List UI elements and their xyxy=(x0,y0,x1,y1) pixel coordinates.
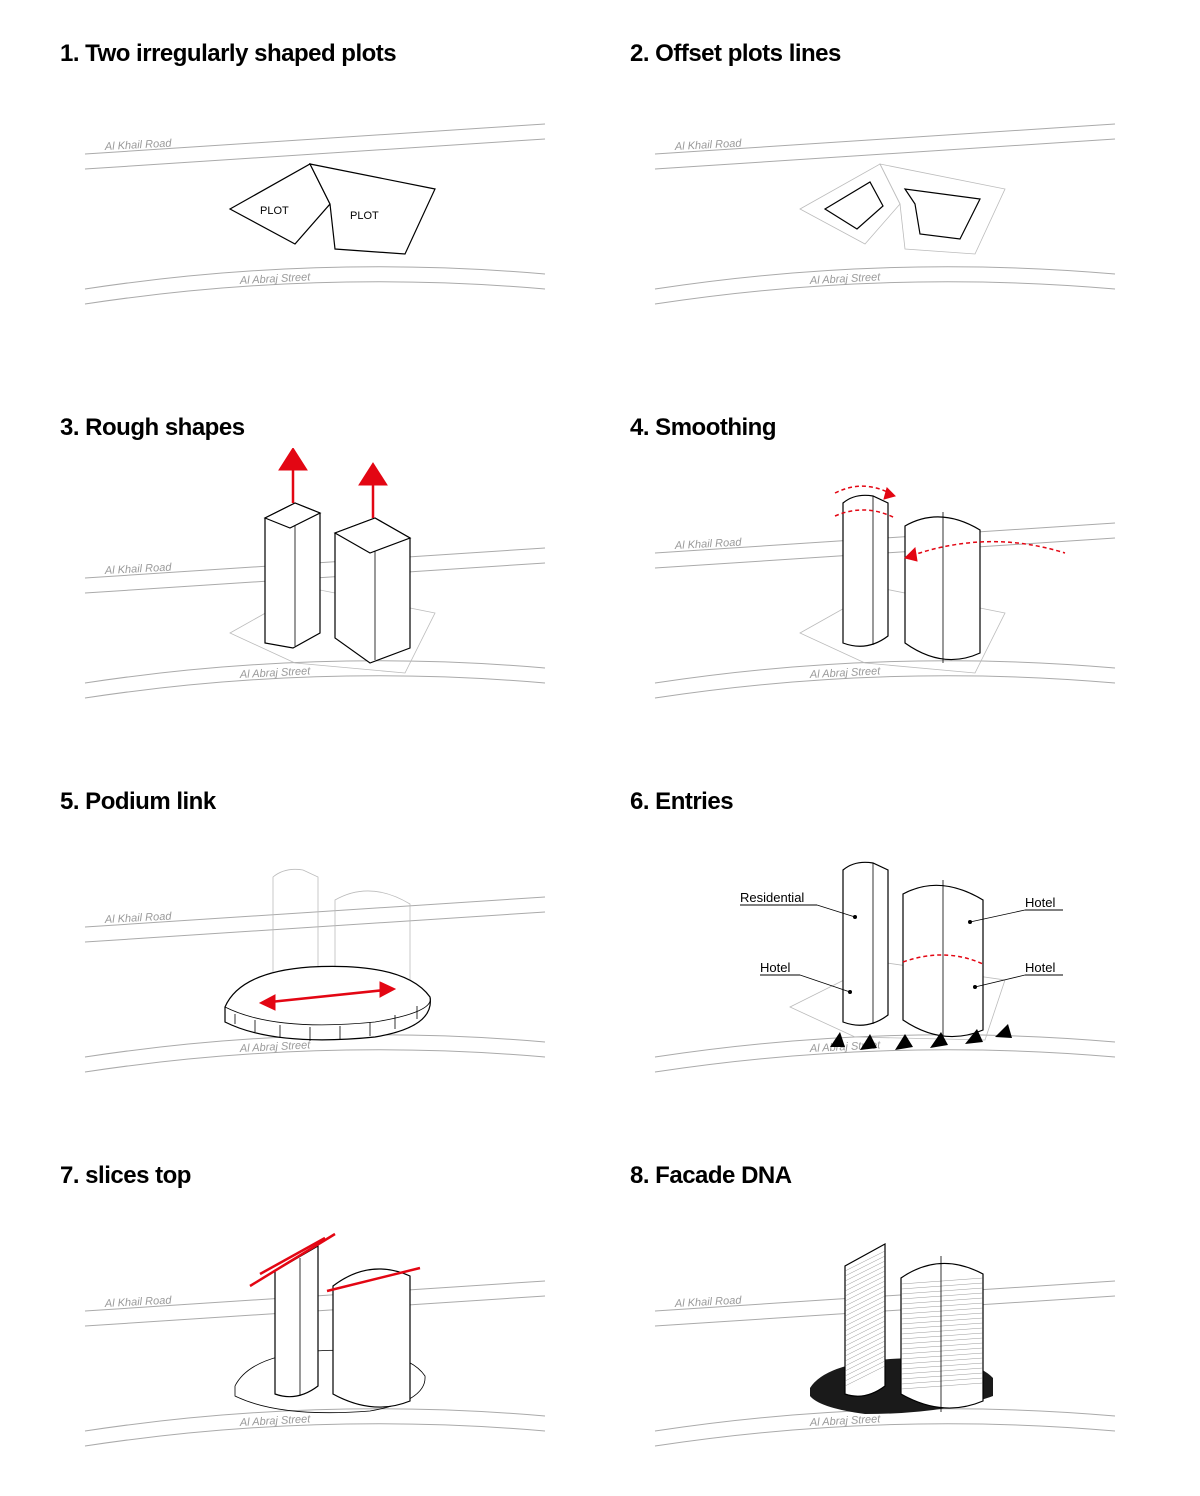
svg-text:Al Khail Road: Al Khail Road xyxy=(104,1294,173,1310)
panel-figure: Al Khail Road Al Abraj Street PLOT PLOT xyxy=(60,74,570,334)
up-arrow-icon xyxy=(359,463,387,518)
svg-text:Al Abraj Street: Al Abraj Street xyxy=(239,1039,312,1055)
svg-text:Al Khail Road: Al Khail Road xyxy=(104,561,173,577)
svg-text:Al Khail Road: Al Khail Road xyxy=(674,536,743,552)
label-hotel-rb: Hotel xyxy=(1025,960,1055,975)
panel-figure: Al Khail Road Al Abraj Street xyxy=(630,1196,1140,1456)
svg-text:Al Abraj Street: Al Abraj Street xyxy=(809,271,882,287)
svg-text:Al Khail Road: Al Khail Road xyxy=(674,137,743,153)
panel-1: 1. Two irregularly shaped plots Al Khail… xyxy=(60,40,570,334)
panel-title: 7. slices top xyxy=(60,1162,570,1190)
panel-title: 6. Entries xyxy=(630,788,1140,816)
panel-6: 6. Entries Al Abraj Street Residential xyxy=(630,788,1140,1082)
panel-figure: Al Khail Road Al Abraj Street xyxy=(60,448,570,708)
label-hotel-rt: Hotel xyxy=(1025,895,1055,910)
panel-figure: Al Khail Road Al Abraj Street xyxy=(630,448,1140,708)
panel-3: 3. Rough shapes Al Khail Road Al Abraj S… xyxy=(60,414,570,708)
panel-8: 8. Facade DNA Al Khail Road Al Abraj Str… xyxy=(630,1162,1140,1456)
panel-title: 4. Smoothing xyxy=(630,414,1140,442)
svg-text:Al Abraj Street: Al Abraj Street xyxy=(239,665,312,681)
panel-title: 2. Offset plots lines xyxy=(630,40,1140,68)
panel-figure: Al Khail Road Al Abraj Street xyxy=(60,1196,570,1456)
plot-label-2: PLOT xyxy=(350,210,379,222)
panel-figure: Al Khail Road Al Abraj Street xyxy=(60,822,570,1082)
svg-text:Al Abraj Street: Al Abraj Street xyxy=(239,1413,312,1429)
plot-label-1: PLOT xyxy=(260,205,289,217)
road-bottom-label: Al Abraj Street xyxy=(239,271,312,287)
label-residential: Residential xyxy=(740,890,804,905)
panel-title: 3. Rough shapes xyxy=(60,414,570,442)
panel-figure: Al Abraj Street Residential Hotel xyxy=(630,822,1140,1082)
up-arrow-icon xyxy=(279,448,307,503)
label-hotel-l: Hotel xyxy=(760,960,790,975)
panel-title: 1. Two irregularly shaped plots xyxy=(60,40,570,68)
panel-figure: Al Khail Road Al Abraj Street xyxy=(630,74,1140,334)
svg-text:Al Abraj Street: Al Abraj Street xyxy=(809,1413,882,1429)
svg-text:Al Abraj Street: Al Abraj Street xyxy=(809,665,882,681)
tower-right xyxy=(335,518,410,663)
panel-2: 2. Offset plots lines Al Khail Road Al A… xyxy=(630,40,1140,334)
tower-left xyxy=(265,503,320,648)
panel-7: 7. slices top Al Khail Road Al Abraj Str… xyxy=(60,1162,570,1456)
panel-title: 8. Facade DNA xyxy=(630,1162,1140,1190)
diagram-grid: 1. Two irregularly shaped plots Al Khail… xyxy=(60,40,1140,1456)
svg-text:Al Khail Road: Al Khail Road xyxy=(104,910,173,926)
panel-title: 5. Podium link xyxy=(60,788,570,816)
panel-5: 5. Podium link Al Khail Road Al Abraj St… xyxy=(60,788,570,1082)
panel-4: 4. Smoothing Al Khail Road Al Abraj Stre… xyxy=(630,414,1140,708)
svg-text:Al Khail Road: Al Khail Road xyxy=(674,1294,743,1310)
road-top-label: Al Khail Road xyxy=(104,137,173,153)
